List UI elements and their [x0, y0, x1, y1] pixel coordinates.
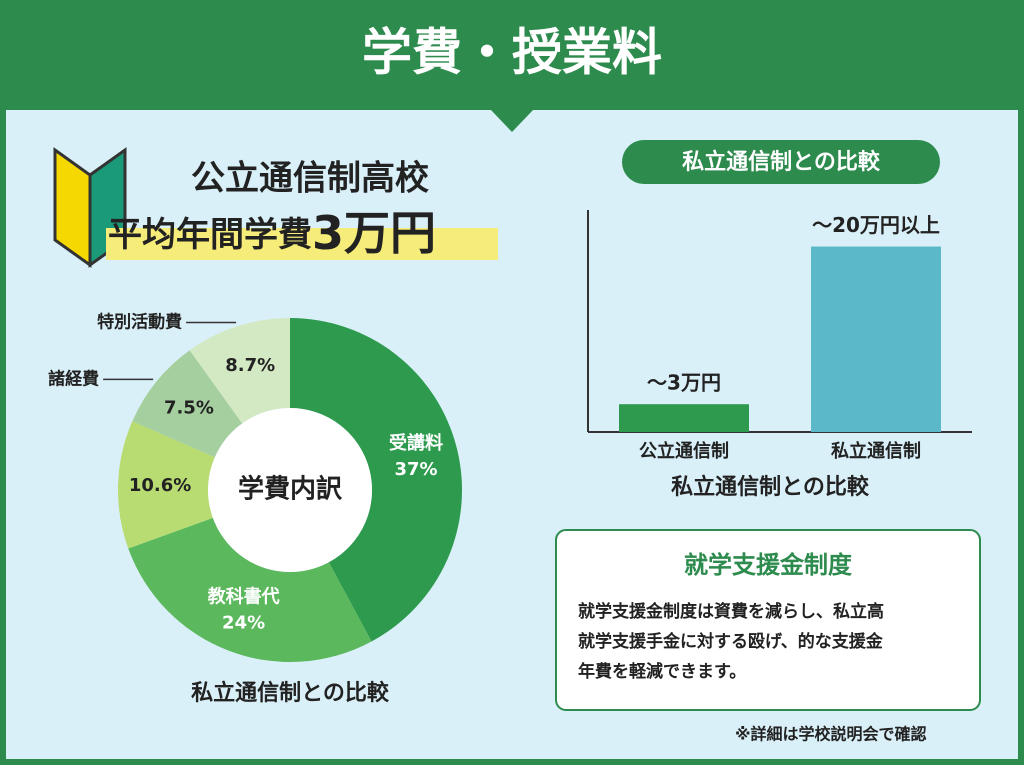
donut-slice [189, 318, 290, 424]
slice-category: 諸経費 [48, 368, 99, 389]
headline-line2: 平均年間学費3万円 [108, 206, 436, 260]
info-line: 就学支援金制度は資費を減らし、私立高 [578, 601, 884, 622]
bar-x-label: 私立通信制との比較 [671, 474, 870, 500]
slice-value: 7.5% [164, 397, 214, 418]
header-notch [490, 109, 534, 132]
donut-slice [117, 421, 215, 549]
slice-category: 教科書代 [208, 585, 280, 607]
bar-title: 私立通信制との比較 [682, 149, 881, 175]
info-box [555, 529, 981, 711]
donut-slice [290, 318, 462, 642]
headline-line1: 公立通信制高校 [191, 159, 429, 199]
donut-slice [128, 517, 372, 662]
bar-title-pill [622, 140, 940, 184]
header-title: 学費・授業料 [362, 24, 662, 82]
x-tick-label: 私立通信制 [831, 440, 921, 462]
headline-emphasis: 3万円 [312, 206, 436, 260]
donut-center-label: 学費内訳 [238, 474, 343, 505]
bar [619, 404, 749, 432]
donut-slice [132, 350, 243, 458]
bar-value-label: ～20万円以上 [812, 213, 940, 237]
slice-value: 24% [222, 612, 265, 633]
footnote: ※詳細は学校説明会で確認 [735, 725, 927, 744]
bar-value-label: ～3万円 [647, 371, 721, 395]
slice-value: 37% [395, 459, 438, 480]
info-line: 年費を軽減できます。 [578, 661, 746, 682]
header-band [0, 0, 1024, 110]
donut-caption: 私立通信制との比較 [191, 680, 390, 706]
donut-hole [208, 408, 372, 572]
x-tick-label: 公立通信制 [639, 440, 729, 462]
slice-value: 10.6% [129, 475, 191, 496]
info-title: 就学支援金制度 [684, 551, 853, 579]
slice-category: 受講料 [389, 432, 443, 454]
bar [811, 246, 941, 432]
info-line: 就学支援手金に対する殴げ、的な支援金 [578, 631, 884, 652]
highlight [106, 228, 498, 260]
slice-value: 8.7% [225, 355, 275, 376]
slice-category: 特別活動費 [97, 311, 182, 332]
headline-prefix: 平均年間学費 [108, 215, 312, 255]
